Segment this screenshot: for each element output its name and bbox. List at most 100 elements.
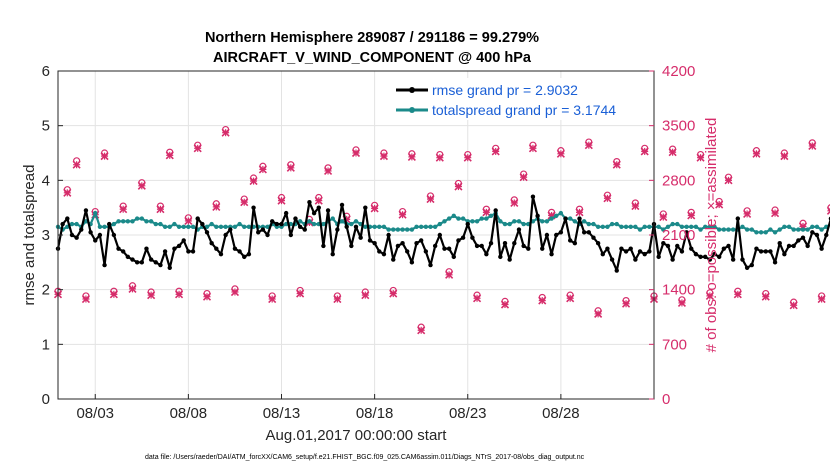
totalspread-point (595, 224, 601, 229)
totalspread-point (167, 224, 172, 229)
rmse-point (139, 260, 145, 265)
y-left-tick-label: 0 (42, 391, 50, 408)
rmse-point (614, 268, 619, 273)
totalspread-point (637, 227, 643, 232)
y-left-tick-label: 4 (42, 172, 50, 189)
totalspread-point (353, 219, 359, 224)
rmse-point (479, 243, 484, 249)
totalspread-point (377, 224, 382, 229)
rmse-point (377, 249, 382, 254)
totalspread-point (460, 216, 466, 221)
y-right-tick-label: 2100 (662, 227, 695, 244)
rmse-point (446, 246, 452, 251)
totalspread-point (675, 221, 680, 227)
obs-assimilated-point (519, 173, 528, 182)
rmse-point (111, 232, 117, 238)
obs-assimilated-point (72, 160, 81, 169)
obs-assimilated-point (212, 202, 221, 211)
totalspread-point (540, 219, 545, 224)
totalspread-point (162, 224, 168, 229)
obs-assimilated-point (100, 152, 109, 161)
obs-assimilated-point (752, 149, 761, 158)
totalspread-point (297, 219, 303, 224)
totalspread-point (703, 224, 708, 229)
totalspread-point (521, 221, 526, 227)
rmse-point (633, 257, 638, 262)
totalspread-point (665, 224, 671, 229)
rmse-point (311, 210, 317, 216)
rmse-point (689, 246, 694, 251)
y-axis-right-label: # of obs: o=possible; ×=assimilated (703, 118, 720, 353)
totalspread-point (330, 216, 335, 221)
chart-title-line1: Northern Hemisphere 289087 / 291186 = 99… (205, 30, 539, 46)
rmse-point (544, 232, 550, 238)
rmse-point (819, 246, 824, 251)
obs-assimilated-point (770, 209, 780, 218)
rmse-point (502, 241, 508, 246)
obs-assimilated-point (137, 181, 146, 190)
rmse-point (428, 262, 433, 268)
x-tick-label: 08/18 (356, 405, 394, 422)
totalspread-point (93, 210, 98, 216)
obs-assimilated-point (63, 188, 72, 197)
obs-assimilated-point (184, 216, 193, 226)
rmse-point (223, 232, 228, 238)
rmse-point (554, 232, 559, 238)
totalspread-point (730, 227, 736, 232)
rmse-point (363, 205, 368, 210)
rmse-point (242, 254, 247, 260)
obs-assimilated-point (668, 148, 677, 157)
obs-assimilated-point (119, 205, 128, 214)
totalspread-point (716, 227, 722, 232)
totalspread-point (768, 227, 773, 232)
obs-assimilated-point (789, 301, 798, 310)
rmse-point (265, 232, 270, 238)
y-right-tick-label: 700 (662, 336, 687, 353)
rmse-point (125, 254, 131, 260)
obs-assimilated-point (472, 294, 482, 303)
rmse-point (577, 216, 582, 221)
obs-assimilated-point (612, 160, 621, 169)
obs-assimilated-point (314, 196, 323, 205)
obs-assimilated-point (696, 153, 705, 162)
rmse-point (307, 200, 312, 205)
obs-assimilated-point (379, 152, 389, 161)
obs-assimilated-point (724, 176, 733, 185)
rmse-point (754, 246, 759, 251)
totalspread-point (498, 219, 503, 224)
obs-assimilated-point (640, 147, 649, 156)
rmse-point (465, 221, 470, 227)
totalspread-point (591, 221, 596, 227)
obs-assimilated-point (286, 163, 295, 172)
rmse-point (512, 241, 517, 246)
rmse-point (400, 241, 405, 246)
totalspread-point (181, 224, 186, 229)
totalspread-point (484, 216, 489, 221)
rmse-point (637, 249, 643, 254)
totalspread-point (381, 224, 387, 229)
rmse-point (237, 249, 242, 254)
obs-assimilated-point (333, 294, 342, 304)
totalspread-point (190, 224, 196, 229)
totalspread-point (386, 227, 391, 232)
obs-assimilated-point (370, 204, 379, 213)
totalspread-point (423, 224, 429, 229)
totalspread-point (176, 224, 182, 229)
totalspread-point (470, 219, 475, 224)
rmse-point (526, 246, 531, 251)
legend-box (392, 78, 648, 120)
rmse-point (423, 249, 429, 254)
rmse-point (391, 257, 396, 262)
rmse-point (605, 246, 610, 251)
obs-assimilated-point (268, 294, 277, 304)
obs-assimilated-point (128, 284, 137, 293)
obs-assimilated-point (808, 141, 817, 151)
rmse-point (628, 246, 633, 251)
totalspread-point (623, 224, 629, 229)
y-axis-left-ticks: 0 1 2 3 4 5 6 (42, 63, 63, 408)
totalspread-point (656, 224, 661, 229)
obs-assimilated-point (407, 152, 416, 161)
x-tick-label: 08/03 (76, 405, 114, 422)
rmse-point (414, 241, 419, 246)
y-left-tick-label: 2 (42, 282, 50, 299)
